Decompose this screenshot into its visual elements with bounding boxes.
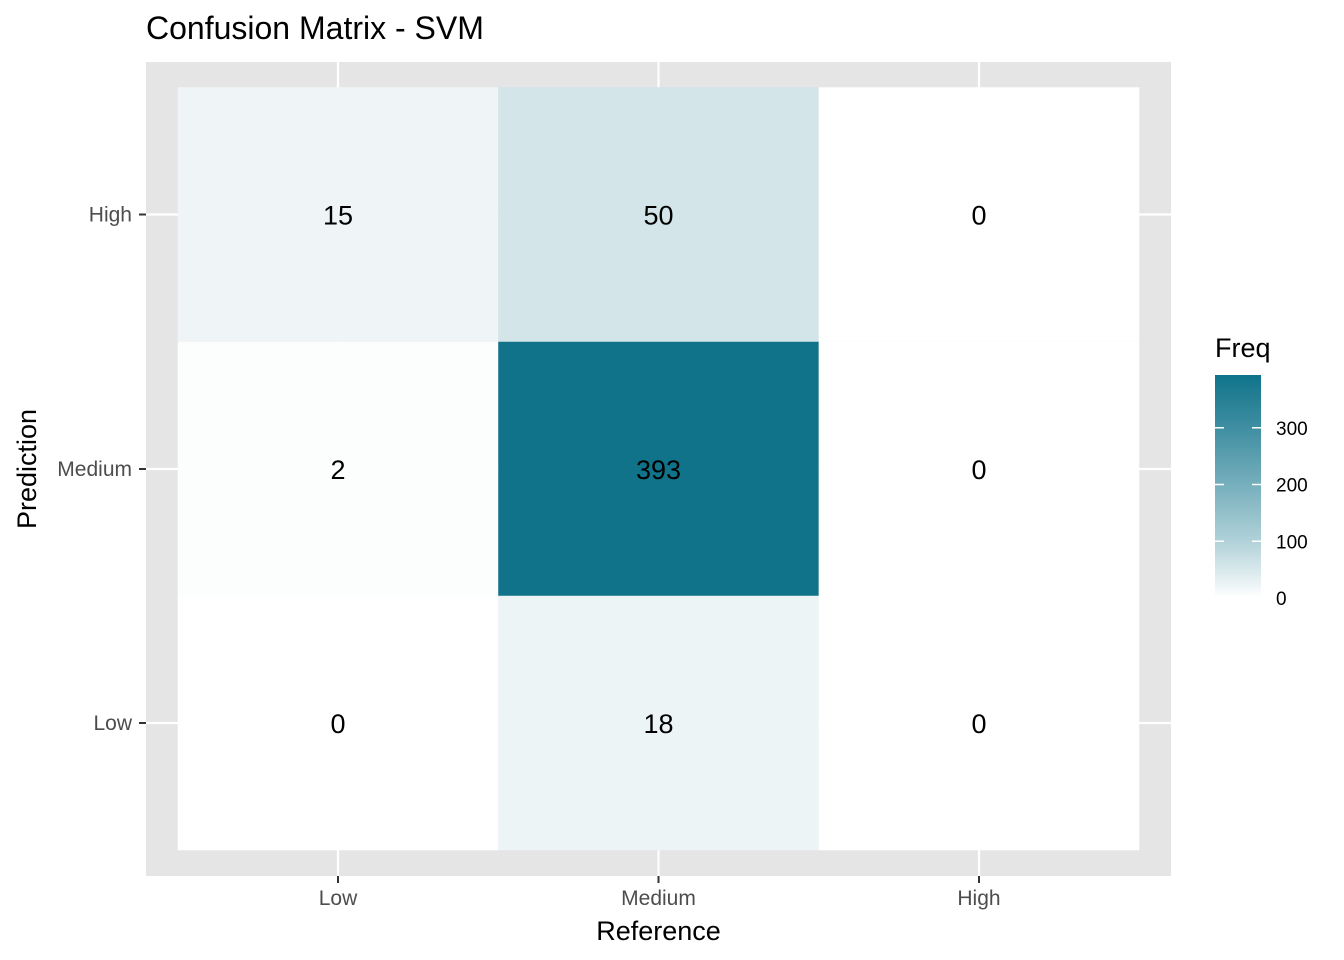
cell-value-label: 18 — [643, 709, 673, 739]
y-tick-label: Medium — [57, 458, 132, 481]
cell-value-label: 0 — [971, 201, 986, 231]
x-axis: Low Medium High — [319, 876, 1001, 910]
cell-value-label: 0 — [971, 709, 986, 739]
y-tick-label: Low — [93, 712, 132, 735]
x-tick-label: Medium — [621, 887, 696, 910]
heatmap-cell-high-high — [818, 87, 1140, 342]
heatmap-cell-medium-high — [818, 341, 1140, 597]
y-axis: Low Medium High — [57, 204, 146, 735]
cell-labels: 15 50 0 2 393 0 0 18 0 — [323, 201, 987, 740]
y-axis-title: Prediction — [12, 409, 42, 529]
legend-tick-label: 200 — [1276, 476, 1308, 497]
heatmap-cell-high-medium — [498, 87, 819, 342]
cell-value-label: 0 — [971, 455, 986, 485]
heatmap-cells — [177, 87, 1140, 851]
legend-tick-label: 0 — [1276, 589, 1287, 610]
heatmap-cell-low-medium — [498, 595, 819, 851]
legend-color-bar — [1215, 375, 1261, 598]
heatmap-cell-low-high — [818, 595, 1140, 851]
heatmap-cell-high-low — [177, 87, 499, 342]
x-tick-label: Low — [319, 887, 358, 910]
chart-title: Confusion Matrix - SVM — [146, 10, 484, 46]
cell-value-label: 393 — [636, 455, 681, 485]
y-tick-label: High — [89, 204, 132, 227]
heatmap-cell-medium-low — [177, 341, 499, 597]
x-axis-title: Reference — [596, 916, 721, 946]
legend-ticks: 0 100 200 300 — [1215, 419, 1308, 610]
cell-value-label: 0 — [330, 709, 345, 739]
heatmap-cell-medium-medium — [498, 341, 819, 597]
cell-value-label: 2 — [330, 455, 345, 485]
legend-title: Freq — [1215, 333, 1271, 363]
heatmap-cell-low-low — [177, 595, 499, 851]
cell-value-label: 15 — [323, 201, 353, 231]
x-tick-label: High — [957, 887, 1000, 910]
cell-value-label: 50 — [643, 201, 673, 231]
legend-tick-label: 100 — [1276, 532, 1308, 553]
legend-tick-label: 300 — [1276, 419, 1308, 440]
legend: Freq 0 100 200 300 — [1215, 333, 1308, 610]
